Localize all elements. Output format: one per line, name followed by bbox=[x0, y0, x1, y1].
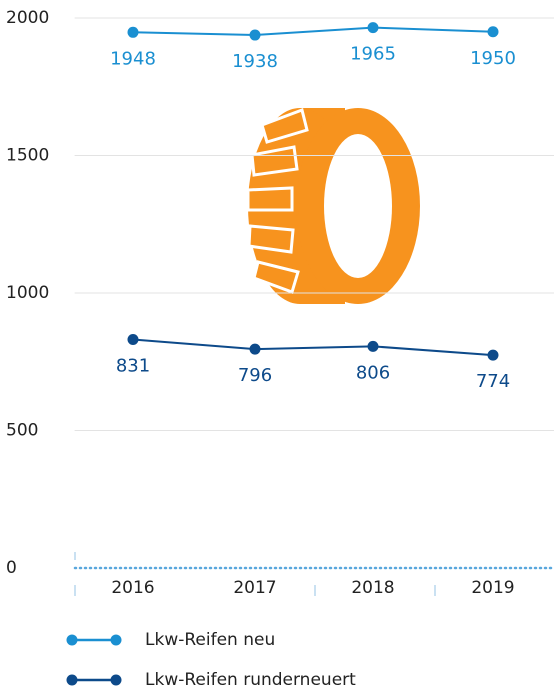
series-line bbox=[132, 338, 494, 357]
legend-dot bbox=[110, 674, 122, 686]
data-label: 1965 bbox=[350, 44, 396, 65]
series-line bbox=[132, 26, 494, 37]
point bbox=[367, 340, 379, 352]
point bbox=[127, 333, 139, 345]
point bbox=[127, 26, 139, 38]
legend-dot bbox=[66, 634, 78, 646]
data-label: 1938 bbox=[232, 51, 278, 72]
x-tick-label: 2017 bbox=[233, 578, 276, 598]
point bbox=[249, 29, 261, 41]
legend-label: Lkw-Reifen neu bbox=[145, 630, 275, 650]
legend-dot bbox=[66, 674, 78, 686]
x-tick-label: 2018 bbox=[351, 578, 394, 598]
point bbox=[367, 22, 379, 34]
legend-dot bbox=[110, 634, 122, 646]
data-label: 1950 bbox=[470, 48, 516, 69]
data-label: 774 bbox=[476, 371, 510, 392]
y-tick-label: 500 bbox=[6, 421, 38, 441]
x-tick-label: 2016 bbox=[111, 578, 154, 598]
data-label: 1948 bbox=[110, 48, 156, 69]
x-tick-label: 2019 bbox=[471, 578, 514, 598]
y-tick-label: 1500 bbox=[6, 146, 49, 166]
legend-label: Lkw-Reifen runderneuert bbox=[145, 670, 356, 690]
y-tick-label: 0 bbox=[6, 558, 17, 578]
point bbox=[487, 26, 499, 38]
point bbox=[487, 349, 499, 361]
data-label: 831 bbox=[116, 355, 150, 376]
y-tick-label: 2000 bbox=[6, 8, 49, 28]
tire-icon bbox=[246, 108, 420, 304]
x-ticks bbox=[74, 552, 436, 596]
data-label: 806 bbox=[356, 362, 390, 383]
point bbox=[249, 343, 261, 355]
data-label: 796 bbox=[238, 365, 272, 386]
y-tick-label: 1000 bbox=[6, 283, 49, 303]
